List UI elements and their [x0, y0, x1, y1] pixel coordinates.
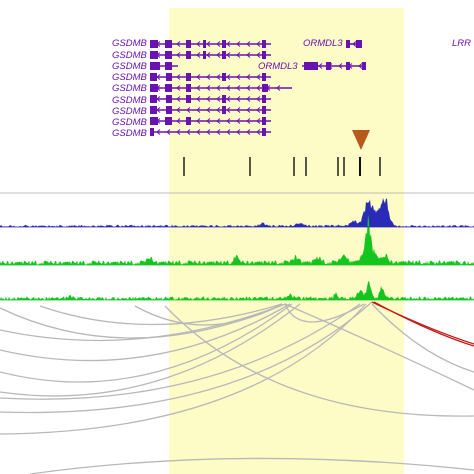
- interaction-arc: [134, 303, 283, 326]
- gene-label-gsdmb[interactable]: GSDMB: [112, 38, 147, 49]
- gene-label-gsdmb[interactable]: GSDMB: [112, 128, 147, 139]
- interaction-arc: [371, 303, 474, 373]
- gene-model: [150, 84, 292, 92]
- gene-label-gsdmb[interactable]: GSDMB: [112, 106, 147, 117]
- gene-model: [150, 40, 271, 48]
- gene-model: [150, 128, 271, 136]
- gene-label-ormdl3[interactable]: ORMDL3: [303, 38, 343, 49]
- gene-model: [150, 117, 271, 125]
- interaction-arc: [0, 303, 301, 397]
- interaction-arc: [0, 303, 367, 435]
- gene-model: [346, 40, 362, 48]
- interaction-arc: [164, 305, 474, 417]
- gene-model: [150, 62, 178, 70]
- signal-track-green-1: [0, 214, 474, 265]
- interaction-arc: [0, 303, 361, 400]
- gene-model: [150, 73, 271, 81]
- interaction-arcs: [0, 301, 474, 474]
- gene-label-gsdmb[interactable]: GSDMB: [112, 50, 147, 61]
- interaction-arc: [0, 301, 373, 414]
- interaction-arc: [284, 303, 365, 323]
- interaction-arc-red: [373, 301, 474, 347]
- signal-track-blue: [0, 198, 474, 227]
- gene-model: [150, 51, 271, 59]
- gene-label-ormdl3[interactable]: ORMDL3: [258, 61, 298, 72]
- gene-label-gsdmb[interactable]: GSDMB: [112, 117, 147, 128]
- gene-label-gsdmb[interactable]: GSDMB: [112, 72, 147, 83]
- gene-label-gsdmb[interactable]: GSDMB: [112, 95, 147, 106]
- gene-label-gsdmb[interactable]: GSDMB: [112, 83, 147, 94]
- down-triangle-icon[interactable]: [352, 130, 370, 150]
- gene-label-gsdmb[interactable]: GSDMB: [112, 61, 147, 72]
- snp-track: [183, 157, 381, 176]
- interaction-arc: [0, 303, 293, 383]
- interaction-arc: [0, 303, 286, 339]
- interaction-arc: [284, 303, 474, 391]
- gene-model: [150, 106, 271, 114]
- signal-track-green-2: [0, 280, 474, 300]
- interaction-arc: [0, 303, 286, 342]
- interaction-arc: [0, 303, 291, 362]
- interaction-arc: [39, 303, 283, 326]
- gene-label-lrr[interactable]: LRR: [452, 38, 472, 49]
- gene-model: [302, 62, 366, 70]
- gene-models: [150, 40, 366, 136]
- interaction-arc: [29, 457, 474, 474]
- gene-model: [150, 95, 271, 103]
